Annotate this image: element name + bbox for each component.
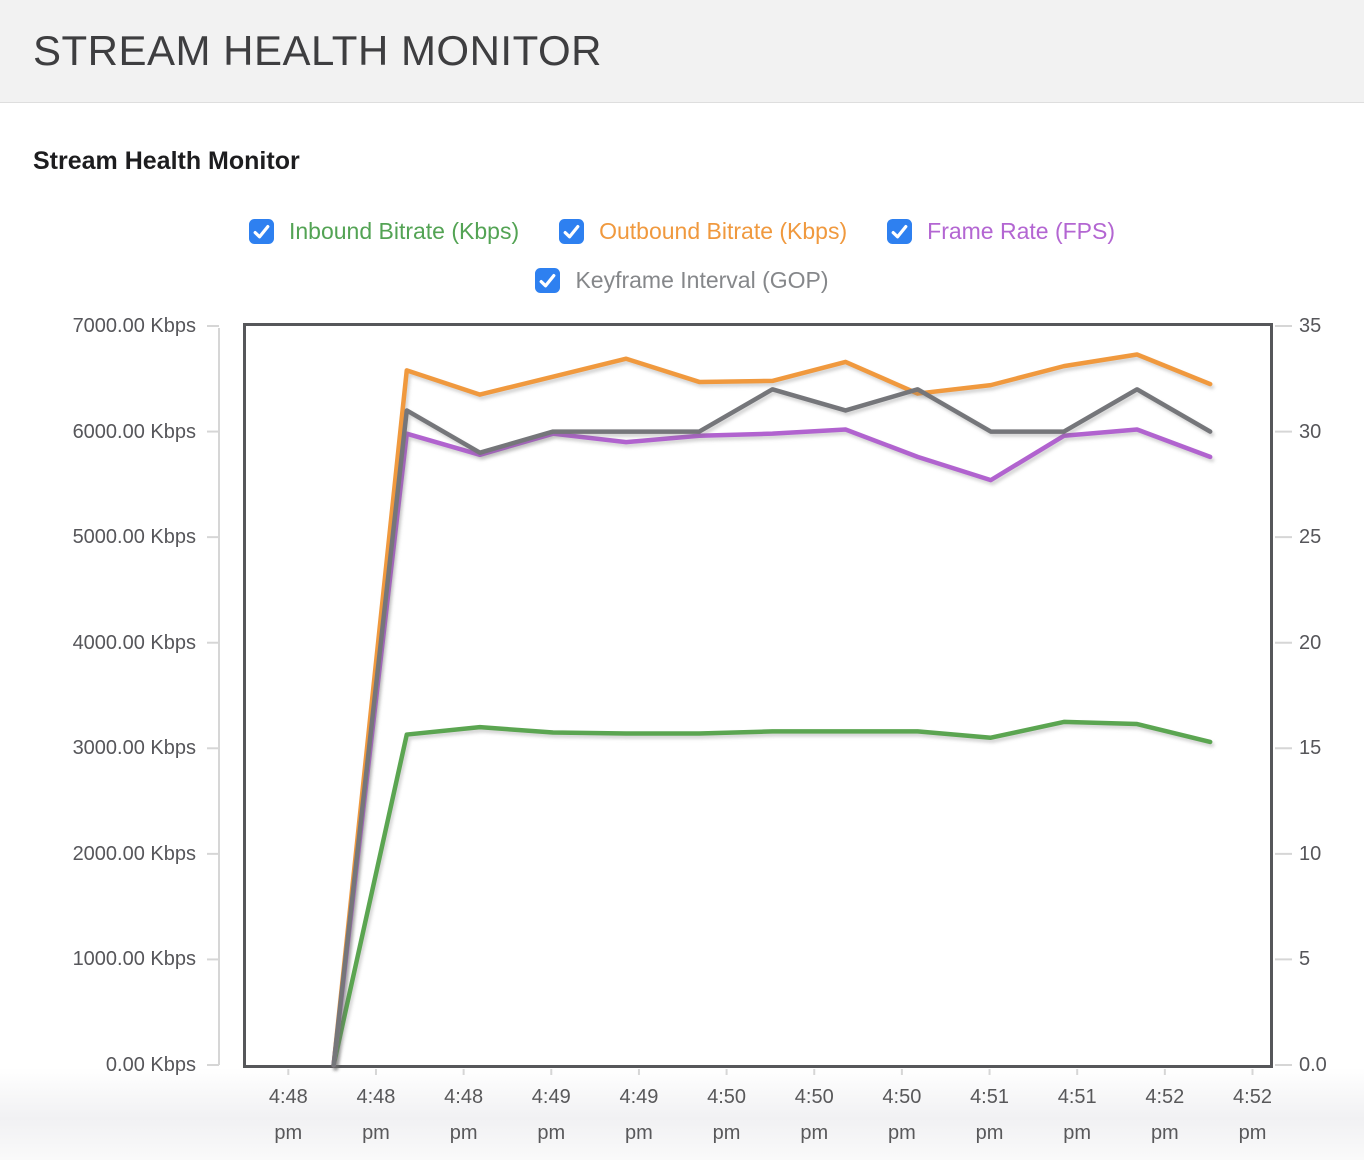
legend-label-keyframe-interval: Keyframe Interval (GOP) [575, 267, 829, 293]
y-axis-right-label: 0.0 [1299, 1054, 1327, 1076]
x-axis-label: 4:50 pm [882, 1086, 922, 1144]
checkbox-inbound-bitrate-checked[interactable] [248, 218, 274, 244]
legend-row: Keyframe Interval (GOP) [0, 267, 1364, 293]
y-axis-right-label: 5 [1299, 948, 1311, 971]
y-axis-left-label: 1000.00 Kbps [72, 948, 196, 971]
y-axis-right-label: 20 [1299, 631, 1322, 654]
section-heading: Stream Health Monitor [33, 147, 300, 175]
checkmark-icon [563, 224, 580, 238]
checkbox-frame-rate-checked[interactable] [887, 218, 913, 244]
x-axis-label: 4:52 pm [1233, 1086, 1272, 1144]
legend-item-keyframe-interval[interactable]: Keyframe Interval (GOP) [535, 267, 829, 293]
x-axis-label: 4:50 pm [707, 1086, 747, 1144]
app-header: STREAM HEALTH MONITOR [0, 0, 1364, 103]
x-axis-label: 4:49 pm [619, 1086, 659, 1144]
y-axis-left-label: 7000.00 Kbps [72, 315, 196, 337]
y-axis-right-label: 25 [1299, 526, 1322, 549]
checkmark-icon [253, 224, 270, 238]
series-line-inbound-bitrate [331, 719, 1213, 1068]
y-axis-left-label: 4000.00 Kbps [72, 631, 196, 654]
y-axis-right-label: 30 [1299, 420, 1322, 443]
legend-item-outbound-bitrate[interactable]: Outbound Bitrate (Kbps) [559, 218, 847, 244]
y-axis-right-label: 35 [1299, 315, 1322, 337]
legend-item-inbound-bitrate[interactable]: Inbound Bitrate (Kbps) [248, 218, 520, 244]
checkmark-icon [891, 224, 908, 238]
y-axis-left-label: 5000.00 Kbps [72, 526, 196, 549]
legend-row: Inbound Bitrate (Kbps) Outbound Bitrate (… [0, 218, 1364, 244]
checkbox-keyframe-interval-checked[interactable] [535, 267, 561, 293]
x-axis-label: 4:52 pm [1145, 1086, 1185, 1144]
legend-label-frame-rate: Frame Rate (FPS) [927, 218, 1116, 244]
x-axis-label: 4:51 pm [1057, 1086, 1097, 1144]
y-axis-left-label: 6000.00 Kbps [72, 420, 196, 443]
x-axis-label: 4:48 pm [356, 1086, 396, 1144]
stream-health-chart: 7000.00 Kbps 6000.00 Kbps 5000.00 Kbps 4000… [0, 315, 1364, 1160]
series-line-keyframe-interval [331, 387, 1213, 1068]
x-axis-label: 4:49 pm [531, 1086, 571, 1144]
y-axis-left-label: 2000.00 Kbps [72, 842, 196, 865]
legend-item-frame-rate[interactable]: Frame Rate (FPS) [887, 218, 1115, 244]
chart-legend: Inbound Bitrate (Kbps) Outbound Bitrate (… [0, 218, 1364, 293]
plot-border [243, 323, 1273, 1068]
legend-label-outbound-bitrate: Outbound Bitrate (Kbps) [599, 218, 848, 244]
y-axis-right-label: 10 [1299, 842, 1322, 865]
checkbox-outbound-bitrate-checked[interactable] [559, 218, 585, 244]
y-axis-right-label: 15 [1299, 737, 1322, 760]
x-axis-label: 4:48 pm [268, 1086, 308, 1144]
legend-label-inbound-bitrate: Inbound Bitrate (Kbps) [288, 218, 520, 244]
checkmark-icon [540, 273, 556, 287]
x-axis-label: 4:50 pm [794, 1086, 834, 1144]
x-axis-band [0, 1068, 1364, 1160]
page-title: STREAM HEALTH MONITOR [33, 27, 602, 74]
x-axis-label: 4:51 pm [970, 1086, 1009, 1144]
y-axis-left-label: 3000.00 Kbps [72, 737, 196, 760]
y-axis-left-label: 0.00 Kbps [105, 1054, 196, 1076]
x-axis-label: 4:48 pm [444, 1086, 484, 1144]
chart-plot [207, 323, 1292, 1075]
series-line-outbound-bitrate [331, 352, 1213, 1068]
series-line-frame-rate [331, 427, 1213, 1068]
